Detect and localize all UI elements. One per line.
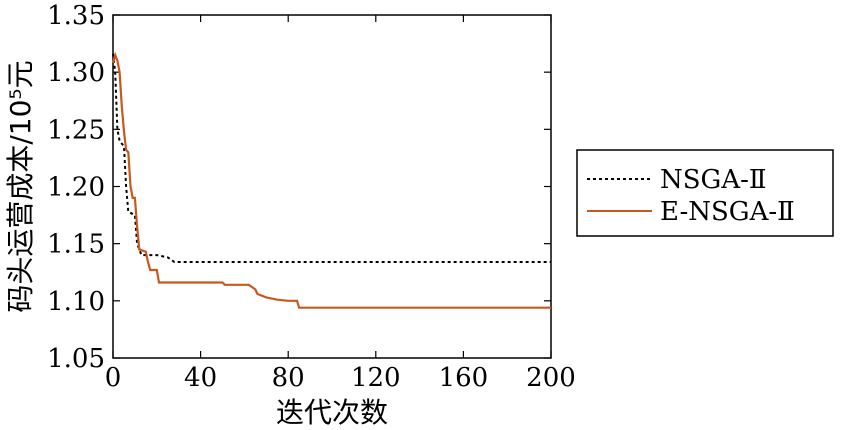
y-axis-label: 码头运营成本/10⁵元 <box>4 60 37 312</box>
y-tick-label: 1.35 <box>47 1 105 31</box>
axis-ticks: 0 40 80 120 160 200 1.05 1.10 1.15 1.20 1.25 1.30 1.… <box>47 1 576 393</box>
y-tick-label: 1.05 <box>47 344 105 374</box>
x-tick-label: 160 <box>439 363 489 393</box>
x-axis-label: 迭代次数 <box>276 396 388 429</box>
x-tick-label: 40 <box>184 363 217 393</box>
series-line-e-nsga2 <box>111 51 551 309</box>
legend-label-e-nsga2: E-NSGA-Ⅱ <box>660 197 795 227</box>
x-tick-label: 80 <box>272 363 305 393</box>
y-tick-label: 1.30 <box>47 58 105 88</box>
plot-area: 0 40 80 120 160 200 1.05 1.10 1.15 1.20 1.25 1.30 1.… <box>47 1 576 393</box>
y-tick-label: 1.10 <box>47 287 105 317</box>
series-lines <box>111 51 551 309</box>
legend-box <box>576 149 834 237</box>
legend-label-nsga2: NSGA-Ⅱ <box>660 165 767 195</box>
legend: NSGA-Ⅱ E-NSGA-Ⅱ <box>576 149 834 237</box>
series-line-nsga2 <box>112 53 551 263</box>
y-tick-label: 1.20 <box>47 173 105 203</box>
y-tick-label: 1.25 <box>47 115 105 145</box>
x-tick-label: 0 <box>105 363 122 393</box>
x-tick-label: 120 <box>351 363 401 393</box>
y-tick-label: 1.15 <box>47 230 105 260</box>
x-tick-label: 200 <box>526 363 576 393</box>
plot-frame <box>112 14 552 359</box>
